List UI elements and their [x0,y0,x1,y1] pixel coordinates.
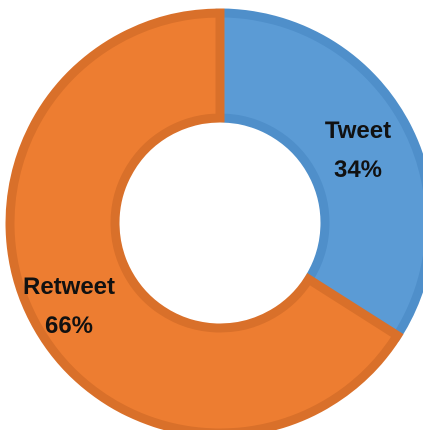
slice-label-retweet-percent: 66% [45,312,93,339]
slice-label-retweet-name: Retweet [23,273,115,300]
labels-layer: Tweet 34% Retweet 66% [23,117,391,339]
slices-layer [5,8,423,435]
donut-slice-tweet [215,8,423,342]
slice-label-tweet-percent: 34% [334,156,382,183]
slice-label-tweet-name: Tweet [325,117,391,144]
